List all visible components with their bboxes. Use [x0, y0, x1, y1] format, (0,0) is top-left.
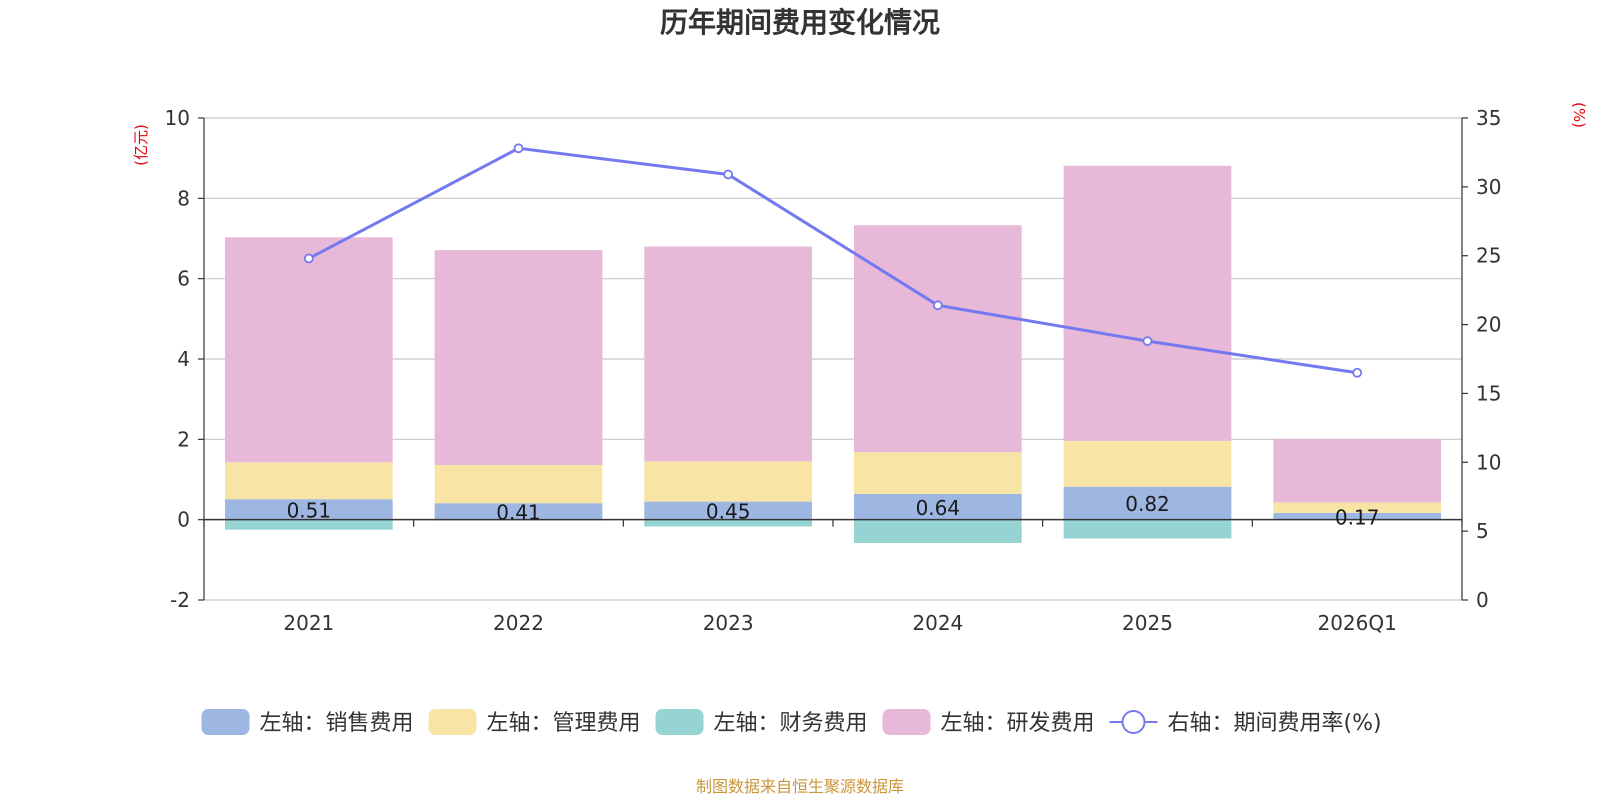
bar-data-label: 0.17 — [1335, 505, 1380, 529]
bar-data-label: 0.51 — [287, 498, 332, 522]
legend-swatch — [655, 709, 704, 735]
chart-title: 历年期间费用变化情况 — [660, 6, 940, 39]
bar-segment[interactable] — [434, 503, 603, 520]
left-tick-label: 6 — [177, 267, 190, 291]
left-tick-label: 2 — [177, 427, 190, 451]
left-tick-label: 8 — [177, 186, 190, 210]
bar-segment[interactable] — [434, 250, 603, 466]
data-labels: 0.51 0.41 0.45 0.64 0.82 0.17 — [287, 492, 1380, 529]
bar-data-label: 0.64 — [916, 496, 961, 520]
right-tick-label: 10 — [1476, 450, 1501, 474]
bar-layer — [224, 165, 1442, 543]
source-note: 制图数据来自恒生聚源数据库 — [696, 777, 904, 796]
left-tick-label: 0 — [177, 508, 190, 532]
legend-item[interactable]: 左轴：销售费用 — [201, 709, 414, 736]
bar-segment[interactable] — [853, 519, 1022, 543]
category-label: 2023 — [703, 611, 754, 635]
right-tick-label: 5 — [1476, 519, 1489, 543]
bar-segment[interactable] — [853, 452, 1022, 494]
bar-segment[interactable] — [644, 246, 813, 462]
right-tick-label: 35 — [1476, 106, 1501, 130]
bar-segment[interactable] — [434, 465, 603, 504]
bar-segment[interactable] — [1063, 486, 1232, 520]
right-axis-unit: (%) — [1570, 102, 1588, 128]
category-label: 2022 — [493, 611, 544, 635]
bar-segment[interactable] — [644, 519, 813, 527]
rate-point[interactable] — [1142, 336, 1153, 346]
category-label: 2024 — [912, 611, 963, 635]
bar-data-label: 0.41 — [496, 500, 541, 524]
bar-segment[interactable] — [224, 519, 393, 530]
legend-item[interactable]: 左轴：研发费用 — [882, 709, 1095, 736]
left-tick-label: 10 — [165, 106, 190, 130]
line-layer — [303, 143, 1363, 378]
bar-data-label: 0.45 — [706, 500, 751, 524]
rate-point[interactable] — [932, 300, 943, 311]
legend-label: 左轴：管理费用 — [487, 711, 641, 736]
bar-segment[interactable] — [1063, 165, 1232, 441]
legend-item[interactable]: 左轴：管理费用 — [428, 709, 641, 736]
rate-point[interactable] — [513, 143, 524, 154]
left-tick-label: 4 — [177, 347, 190, 371]
bar-segment[interactable] — [1273, 502, 1442, 513]
legend-item[interactable]: 右轴：期间费用率(%) — [1109, 710, 1382, 736]
bar-segment[interactable] — [644, 501, 813, 520]
left-axis-unit: (亿元) — [132, 124, 150, 166]
bar-segment[interactable] — [644, 461, 813, 502]
legend-label: 右轴：期间费用率(%) — [1168, 711, 1382, 736]
legend-label: 左轴：研发费用 — [941, 711, 1095, 736]
right-tick-label: 30 — [1476, 175, 1501, 199]
legend-label: 左轴：财务费用 — [714, 711, 868, 736]
right-tick-label: 25 — [1476, 244, 1501, 268]
bar-segment[interactable] — [224, 499, 393, 520]
rate-point[interactable] — [723, 169, 734, 180]
bar-segment[interactable] — [224, 462, 393, 500]
legend[interactable]: 左轴：销售费用 左轴：管理费用 左轴：财务费用 左轴：研发费用 右轴：期间费用率(%) — [201, 709, 1382, 736]
category-label: 2025 — [1122, 611, 1173, 635]
gridlines — [204, 117, 1462, 601]
bar-segment[interactable] — [1063, 440, 1232, 487]
rate-point[interactable] — [1352, 367, 1363, 378]
category-label: 2026Q1 — [1317, 611, 1396, 635]
bar-segment[interactable] — [1273, 438, 1442, 503]
bar-segment[interactable] — [224, 237, 393, 463]
bar-segment[interactable] — [1063, 519, 1232, 539]
legend-marker — [1121, 710, 1146, 734]
bar-segment[interactable] — [853, 493, 1022, 520]
legend-swatch — [882, 709, 931, 735]
bar-data-label: 0.82 — [1125, 492, 1170, 516]
right-tick-label: 0 — [1476, 588, 1489, 612]
legend-item[interactable]: 左轴：财务费用 — [655, 709, 868, 736]
rate-point[interactable] — [303, 253, 314, 264]
legend-label: 左轴：销售费用 — [260, 711, 414, 736]
rate-line — [308, 146, 1358, 375]
right-tick-label: 15 — [1476, 381, 1501, 405]
left-tick-label: -2 — [170, 588, 190, 612]
legend-swatch — [428, 709, 477, 735]
bar-segment[interactable] — [853, 225, 1022, 453]
legend-swatch — [201, 709, 250, 735]
right-tick-label: 20 — [1476, 313, 1501, 337]
bar-segment[interactable] — [1273, 512, 1442, 520]
category-label: 2021 — [283, 611, 334, 635]
